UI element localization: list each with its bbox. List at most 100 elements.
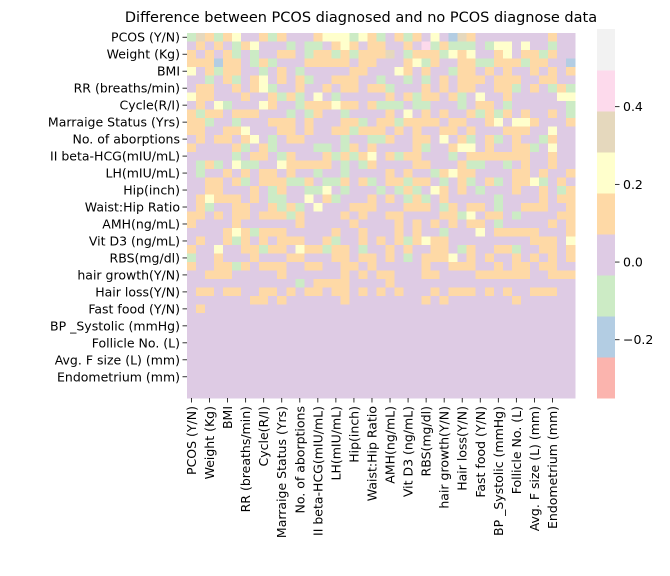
heatmap-cell <box>241 236 251 246</box>
heatmap-cell <box>421 168 432 178</box>
heatmap-cell <box>214 194 224 204</box>
heatmap-cell <box>475 296 486 306</box>
heatmap-cell <box>205 338 215 348</box>
heatmap-cell <box>466 347 477 356</box>
heatmap-cell <box>376 219 386 229</box>
heatmap-cell <box>358 177 368 187</box>
heatmap-cell <box>457 245 468 255</box>
heatmap-cell <box>556 372 567 382</box>
heatmap-cell <box>340 109 350 119</box>
heatmap-cell <box>295 211 305 221</box>
heatmap-cell <box>322 49 332 59</box>
heatmap-cell <box>556 304 567 314</box>
heatmap-cell <box>196 92 206 102</box>
heatmap-cell <box>295 168 305 178</box>
heatmap-cell <box>367 228 377 238</box>
heatmap-cell <box>484 143 495 153</box>
heatmap-cell <box>520 126 531 136</box>
heatmap-cell <box>484 151 495 161</box>
x-tick-label: BMI <box>220 406 235 429</box>
heatmap-cell <box>439 49 450 59</box>
heatmap-cell <box>430 117 441 127</box>
heatmap-cell <box>322 381 332 390</box>
heatmap-cell <box>205 253 215 263</box>
heatmap-cell <box>259 262 269 272</box>
heatmap-cell <box>187 287 197 297</box>
heatmap-cell <box>403 228 413 238</box>
heatmap-cell <box>556 253 567 263</box>
heatmap-cell <box>511 372 522 382</box>
heatmap-cell <box>457 143 468 153</box>
heatmap-cell <box>439 83 450 93</box>
heatmap-cell <box>223 338 233 348</box>
heatmap-cell <box>430 372 441 382</box>
heatmap-cell <box>223 364 233 373</box>
heatmap-cell <box>268 194 278 204</box>
heatmap-cell <box>286 211 296 221</box>
heatmap-cell <box>367 117 377 127</box>
heatmap-cell <box>448 296 459 306</box>
heatmap-cell <box>403 134 413 144</box>
heatmap-cell <box>538 202 549 212</box>
heatmap-cell <box>529 287 540 297</box>
heatmap-cell <box>412 49 422 59</box>
heatmap-cell <box>358 236 368 246</box>
heatmap-cell <box>547 117 558 127</box>
heatmap-cell <box>502 347 513 356</box>
heatmap-cell <box>439 168 450 178</box>
heatmap-cell <box>358 364 368 373</box>
heatmap-cell <box>331 381 341 390</box>
heatmap-cell <box>547 41 558 51</box>
heatmap-cell <box>430 126 441 136</box>
heatmap-cell <box>223 389 233 399</box>
heatmap-cell <box>448 364 459 373</box>
heatmap-cell <box>385 92 395 102</box>
heatmap-cell <box>331 304 341 314</box>
heatmap-cell <box>358 245 368 255</box>
heatmap-cell <box>394 270 404 280</box>
heatmap-cell <box>421 236 432 246</box>
heatmap-cell <box>493 83 504 93</box>
heatmap-cell <box>520 321 531 331</box>
heatmap-cell <box>358 270 368 280</box>
heatmap-cell <box>520 338 531 348</box>
heatmap-cell <box>403 219 413 229</box>
heatmap-cell <box>322 364 332 373</box>
heatmap-cell <box>358 194 368 204</box>
heatmap-cell <box>403 287 413 297</box>
heatmap-cell <box>565 202 576 212</box>
heatmap-cell <box>502 236 513 246</box>
heatmap-cell <box>565 270 576 280</box>
heatmap-cell <box>502 364 513 373</box>
heatmap-cell <box>421 262 432 272</box>
heatmap-cell <box>421 117 432 127</box>
heatmap-cell <box>412 228 422 238</box>
heatmap-cell <box>358 58 368 68</box>
heatmap-cell <box>538 279 549 289</box>
heatmap-cell <box>196 355 206 365</box>
heatmap-cell <box>286 177 296 187</box>
heatmap-cell <box>394 194 404 204</box>
heatmap-cell <box>286 168 296 178</box>
heatmap-cell <box>277 66 287 76</box>
heatmap-cell <box>214 134 224 144</box>
heatmap-cell <box>196 202 206 212</box>
heatmap-cell <box>196 100 206 110</box>
heatmap-cell <box>196 381 206 390</box>
heatmap-cell <box>313 270 323 280</box>
heatmap-cell <box>385 49 395 59</box>
heatmap-cell <box>511 381 522 390</box>
heatmap-cell <box>565 262 576 272</box>
heatmap-cell <box>556 355 567 365</box>
heatmap-cell <box>511 168 522 178</box>
heatmap-cell <box>493 236 504 246</box>
heatmap-cell <box>430 287 441 297</box>
heatmap-cell <box>187 228 197 238</box>
heatmap-cell <box>196 270 206 280</box>
heatmap-cell <box>277 58 287 68</box>
heatmap-cell <box>286 126 296 136</box>
heatmap-cell <box>196 338 206 348</box>
heatmap-cell <box>457 389 468 399</box>
heatmap-cell <box>502 83 513 93</box>
heatmap-cell <box>196 279 206 289</box>
